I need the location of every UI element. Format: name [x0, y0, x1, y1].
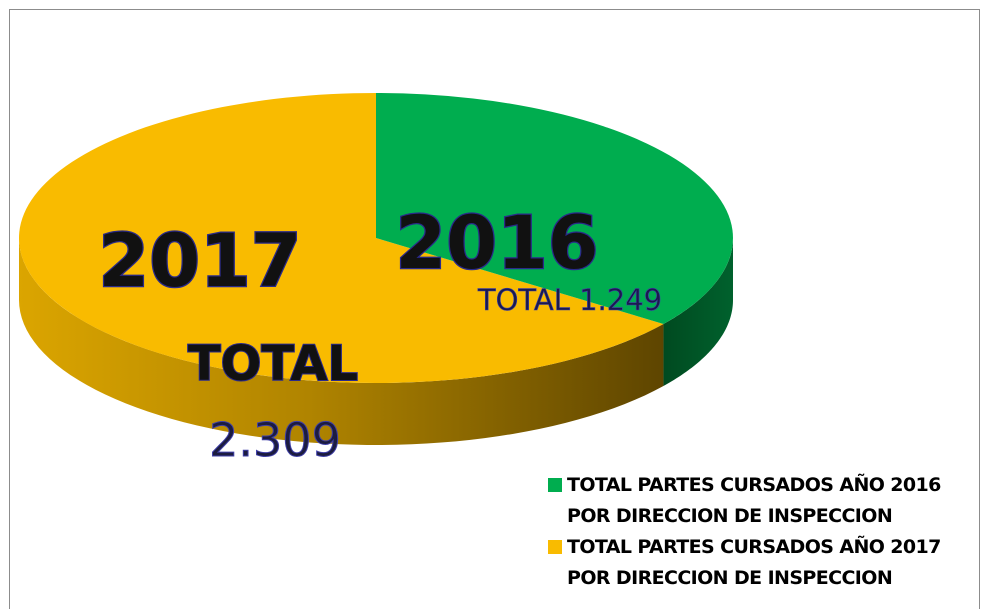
slice-label-2017: 2017 — [98, 219, 301, 304]
slice-total-2016: TOTAL 1.249 — [477, 283, 662, 317]
slice-label-2016: 2016 — [395, 201, 598, 286]
chart-frame — [9, 9, 980, 609]
slice-total-2017-line1: TOTAL — [188, 336, 358, 392]
legend-text-2017-line2: POR DIRECCION DE INSPECCION — [567, 567, 893, 589]
legend-swatch-2016 — [548, 478, 562, 492]
legend-text-2016-line1: TOTAL PARTES CURSADOS AÑO 2016 — [567, 474, 941, 496]
pie-slice-2016-side — [663, 238, 733, 386]
legend-text-2017-line1: TOTAL PARTES CURSADOS AÑO 2017 — [567, 536, 941, 558]
legend-text-2016-line2: POR DIRECCION DE INSPECCION — [567, 505, 893, 527]
pie-slice-2017-side — [19, 238, 664, 445]
slice-total-2017-line2: 2.309 — [209, 413, 341, 467]
pie-slice-2017 — [18, 93, 664, 384]
legend-item-2017: TOTAL PARTES CURSADOS AÑO 2017 POR DIREC… — [546, 532, 982, 594]
pie-slice-2016 — [376, 93, 733, 324]
legend-item-2016: TOTAL PARTES CURSADOS AÑO 2016 POR DIREC… — [546, 470, 982, 532]
legend: TOTAL PARTES CURSADOS AÑO 2016 POR DIREC… — [546, 470, 982, 594]
legend-swatch-2017 — [548, 540, 562, 554]
